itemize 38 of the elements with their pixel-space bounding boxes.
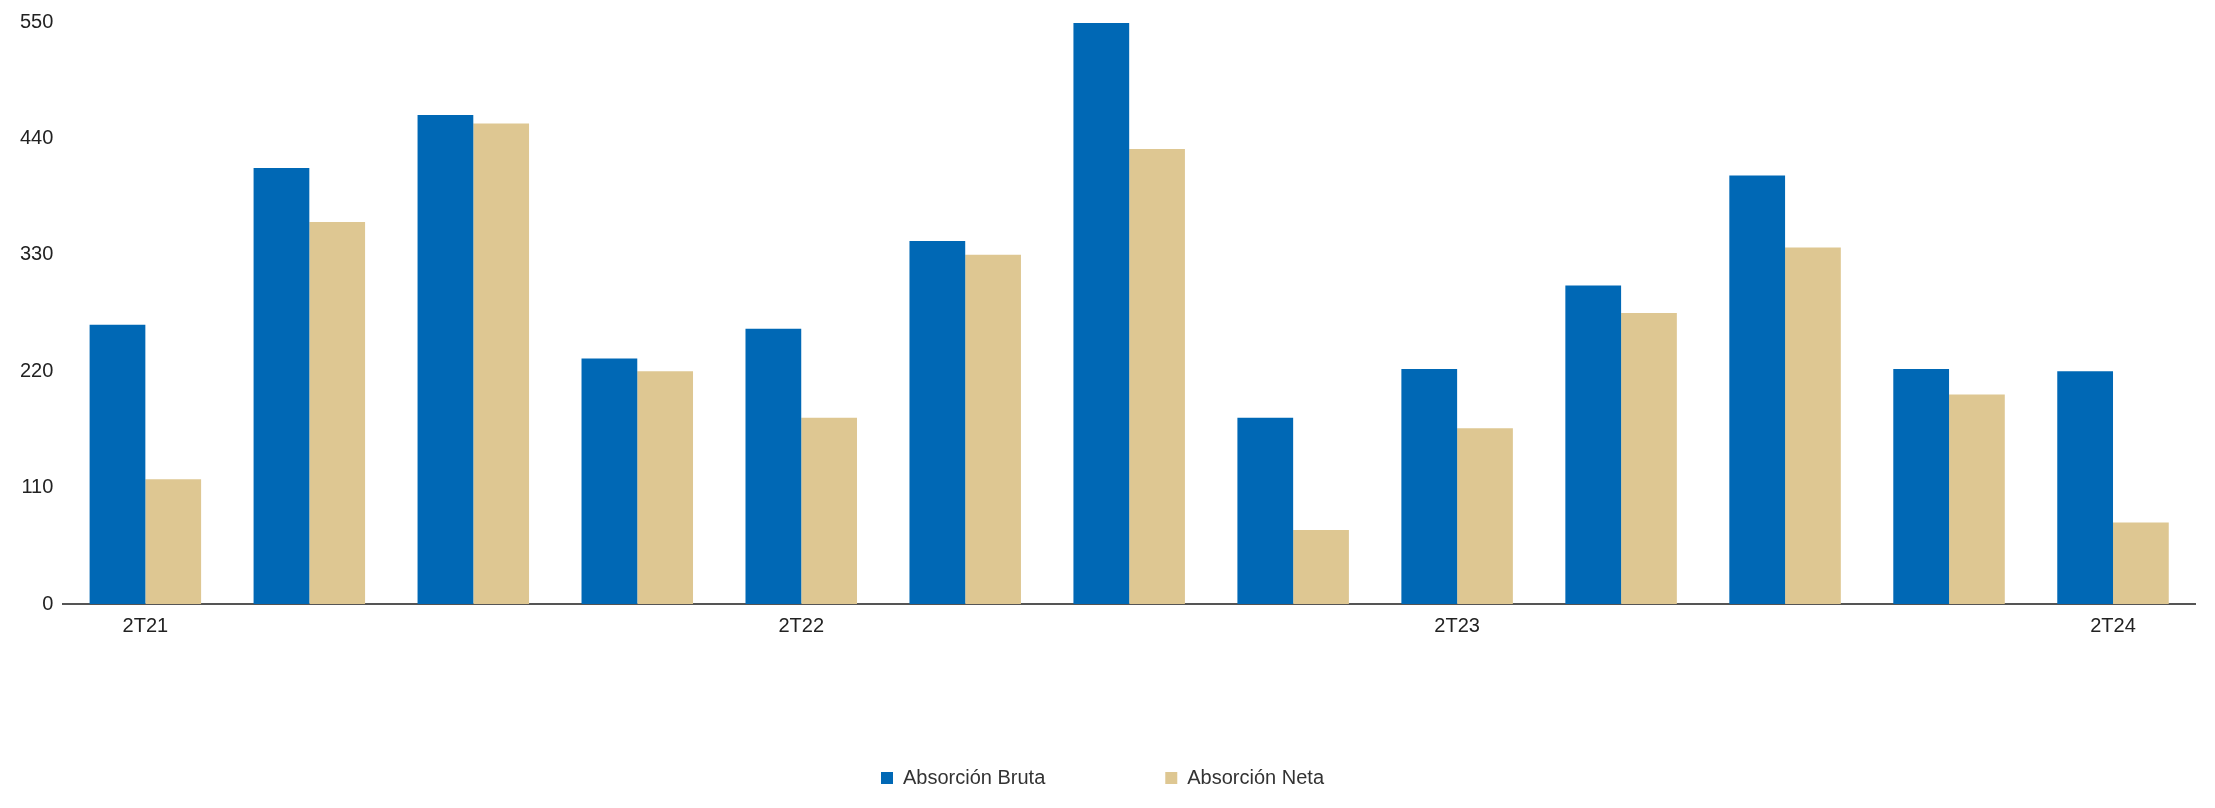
bar [1293,529,1349,604]
y-tick-label: 330 [19,242,54,265]
legend-label: Absorción Bruta [902,765,1047,788]
bar [473,123,530,604]
y-tick-label: 0 [42,591,54,614]
legend-label: Absorción Neta [1187,765,1325,788]
x-tick-label: 2T24 [2090,613,2136,636]
bar [1401,369,1458,604]
bar [1073,23,1130,604]
bar [801,417,857,604]
bar [1565,285,1622,604]
bar [1129,148,1185,604]
bar [2113,522,2169,604]
bar [965,254,1021,604]
bar [1729,175,1786,604]
bar [1785,247,1841,604]
y-tick-label: 110 [21,475,54,498]
bar [1621,313,1677,604]
bar [309,222,366,604]
bar [1457,428,1513,604]
bar [253,168,310,604]
bar [909,241,966,604]
bar [89,324,146,604]
bar [2057,371,2114,604]
bar [145,479,202,604]
bar [637,371,694,604]
bar [745,328,802,604]
x-tick-label: 2T23 [1434,613,1480,636]
y-tick-label: 440 [19,125,54,148]
y-tick-label: 220 [19,358,54,381]
bar [1237,417,1294,604]
x-tick-label: 2T21 [122,613,169,636]
bar [581,358,638,604]
bar [1893,369,1950,604]
bar [417,115,474,604]
bar [1949,394,2005,604]
y-tick-label: 550 [19,9,54,32]
x-tick-label: 2T22 [778,613,825,636]
